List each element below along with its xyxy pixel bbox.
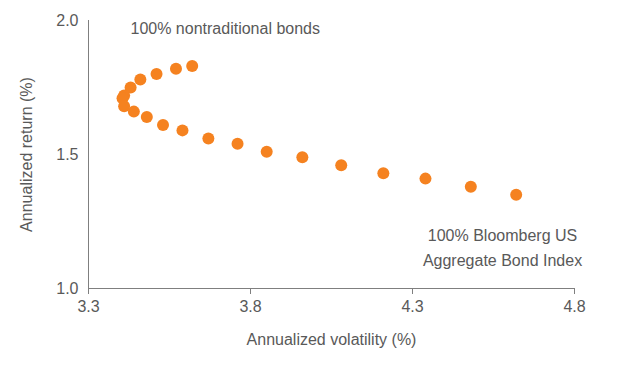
svg-text:3.3: 3.3 xyxy=(77,298,99,315)
svg-text:2.0: 2.0 xyxy=(56,12,78,29)
svg-text:Annualized return (%): Annualized return (%) xyxy=(18,77,35,232)
svg-text:4.3: 4.3 xyxy=(401,298,423,315)
svg-text:1.5: 1.5 xyxy=(56,146,78,163)
svg-text:100% Bloomberg USAggregate Bon: 100% Bloomberg USAggregate Bond Index xyxy=(423,227,582,270)
svg-text:100% nontraditional bonds: 100% nontraditional bonds xyxy=(131,20,320,37)
svg-text:Annualized volatility (%): Annualized volatility (%) xyxy=(247,331,417,348)
svg-text:3.8: 3.8 xyxy=(239,298,261,315)
svg-text:1.0: 1.0 xyxy=(56,280,78,297)
svg-text:4.8: 4.8 xyxy=(563,298,585,315)
